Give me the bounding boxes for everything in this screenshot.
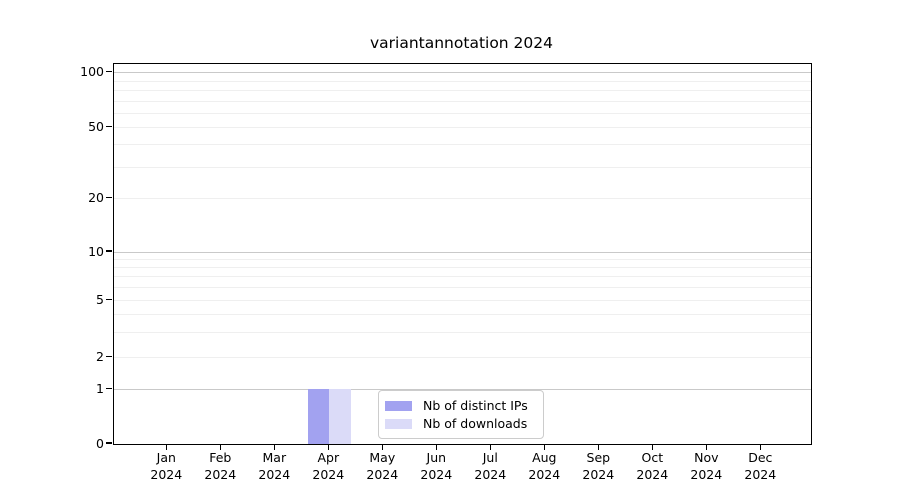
y-tick-mark-5 [106,298,112,301]
y-tick-mark-100 [106,70,112,73]
y-tick-label-50: 50 [88,119,104,135]
gridline-y-4 [114,313,811,315]
y-tick-label-0: 0 [96,435,104,451]
x-tick-mark-mar [273,444,276,450]
plot-area: Nb of distinct IPs Nb of downloads [113,63,812,445]
y-tick-mark-2 [106,355,112,358]
x-tick-label-dec: Dec 2024 [744,450,777,482]
x-tick-mark-apr [327,444,330,450]
x-tick-label-mar: Mar 2024 [258,450,291,482]
legend-swatch-icon [385,418,412,430]
x-tick-mark-may [381,444,384,450]
gridline-y-3 [114,331,811,333]
x-tick-label-nov: Nov 2024 [690,450,723,482]
gridline-y-50 [114,127,811,129]
gridline-y-20 [114,198,811,200]
gridline-y-6 [114,287,811,289]
y-tick-mark-10 [106,250,112,252]
legend: Nb of distinct IPs Nb of downloads [378,390,544,439]
chart-title: variantannotation 2024 [369,34,554,52]
legend-row-downloads: Nb of downloads [385,415,537,433]
gridline-y-100 [114,72,811,74]
x-tick-label-apr: Apr 2024 [312,450,345,482]
x-tick-label-sep: Sep 2024 [582,450,615,482]
gridline-y-90 [114,80,811,82]
bar-apr-distinct-ips [307,389,330,444]
bar-apr-downloads [329,389,351,444]
x-tick-mark-sep [597,444,600,450]
x-tick-mark-oct [651,444,654,450]
legend-swatch-icon [385,400,412,412]
gridline-y-7 [114,276,811,278]
gridline-y-8 [114,267,811,269]
legend-label: Nb of distinct IPs [423,398,528,413]
gridline-y-1 [114,388,811,390]
gridline-y-40 [114,144,811,146]
x-tick-label-may: May 2024 [366,450,399,482]
y-tick-label-2: 2 [96,349,104,365]
x-tick-label-jun: Jun 2024 [420,450,453,482]
x-tick-mark-aug [543,444,546,450]
legend-row-distinct-ips: Nb of distinct IPs [385,397,537,415]
y-tick-label-10: 10 [88,243,104,259]
y-tick-label-1: 1 [96,380,104,396]
y-tick-label-20: 20 [88,190,104,206]
x-tick-label-feb: Feb 2024 [204,450,237,482]
y-tick-label-100: 100 [80,64,104,80]
x-tick-label-jan: Jan 2024 [150,450,183,482]
legend-label: Nb of downloads [423,416,528,431]
gridline-y-30 [114,166,811,168]
y-tick-mark-1 [106,387,112,390]
y-tick-mark-50 [106,125,112,128]
x-tick-mark-dec [759,444,762,450]
y-tick-mark-0 [106,442,112,444]
gridline-y-2 [114,357,811,359]
gridline-y-9 [114,258,811,260]
x-tick-mark-nov [705,444,708,450]
x-tick-mark-jun [435,444,438,450]
x-tick-label-oct: Oct 2024 [636,450,669,482]
gridline-y-60 [114,112,811,114]
x-tick-mark-jan [165,444,168,450]
y-tick-label-5: 5 [96,291,104,307]
x-tick-label-jul: Jul 2024 [474,450,507,482]
x-tick-label-aug: Aug 2024 [528,450,561,482]
y-tick-mark-20 [106,196,112,199]
gridline-y-5 [114,299,811,301]
x-tick-mark-jul [489,444,492,450]
gridline-y-10 [114,251,811,253]
x-tick-mark-feb [219,444,222,450]
gridline-y-70 [114,100,811,102]
gridline-y-80 [114,89,811,91]
